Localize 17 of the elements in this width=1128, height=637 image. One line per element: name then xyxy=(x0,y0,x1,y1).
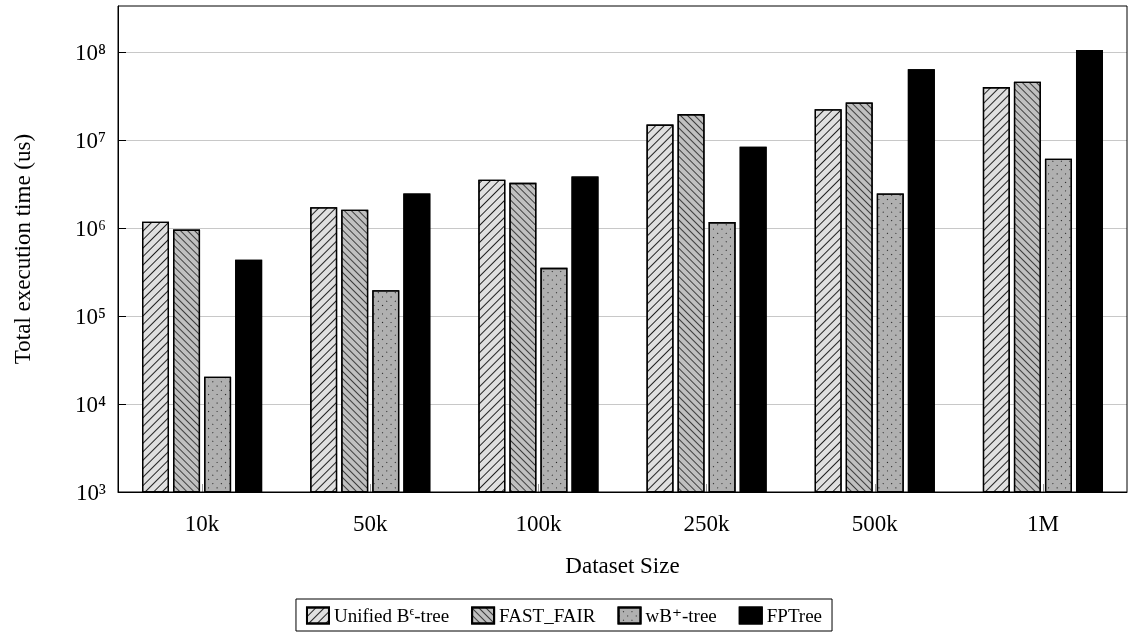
y-tick-label: 10⁴ xyxy=(74,391,106,417)
x-axis-title: Dataset Size xyxy=(565,553,680,578)
y-tick-label: 10⁸ xyxy=(74,40,106,66)
y-tick-label: 10³ xyxy=(76,479,107,505)
legend-label: FAST_FAIR xyxy=(499,605,596,626)
x-tick-label: 50k xyxy=(353,511,388,536)
y-tick-label: 10⁵ xyxy=(74,303,106,329)
y-tick-label: 10⁶ xyxy=(74,215,106,241)
x-tick-label: 10k xyxy=(184,511,220,536)
legend-label: wB⁺-tree xyxy=(645,605,717,626)
x-tick-label: 100k xyxy=(515,511,562,536)
x-tick-label: 250k xyxy=(683,511,731,536)
y-tick-label: 10⁷ xyxy=(74,128,106,154)
y-axis-title: Total execution time (us) xyxy=(10,133,35,365)
x-tick-label: 1M xyxy=(1026,511,1059,536)
legend-label: FPTree xyxy=(766,605,823,626)
x-tick-label: 500k xyxy=(851,511,899,536)
